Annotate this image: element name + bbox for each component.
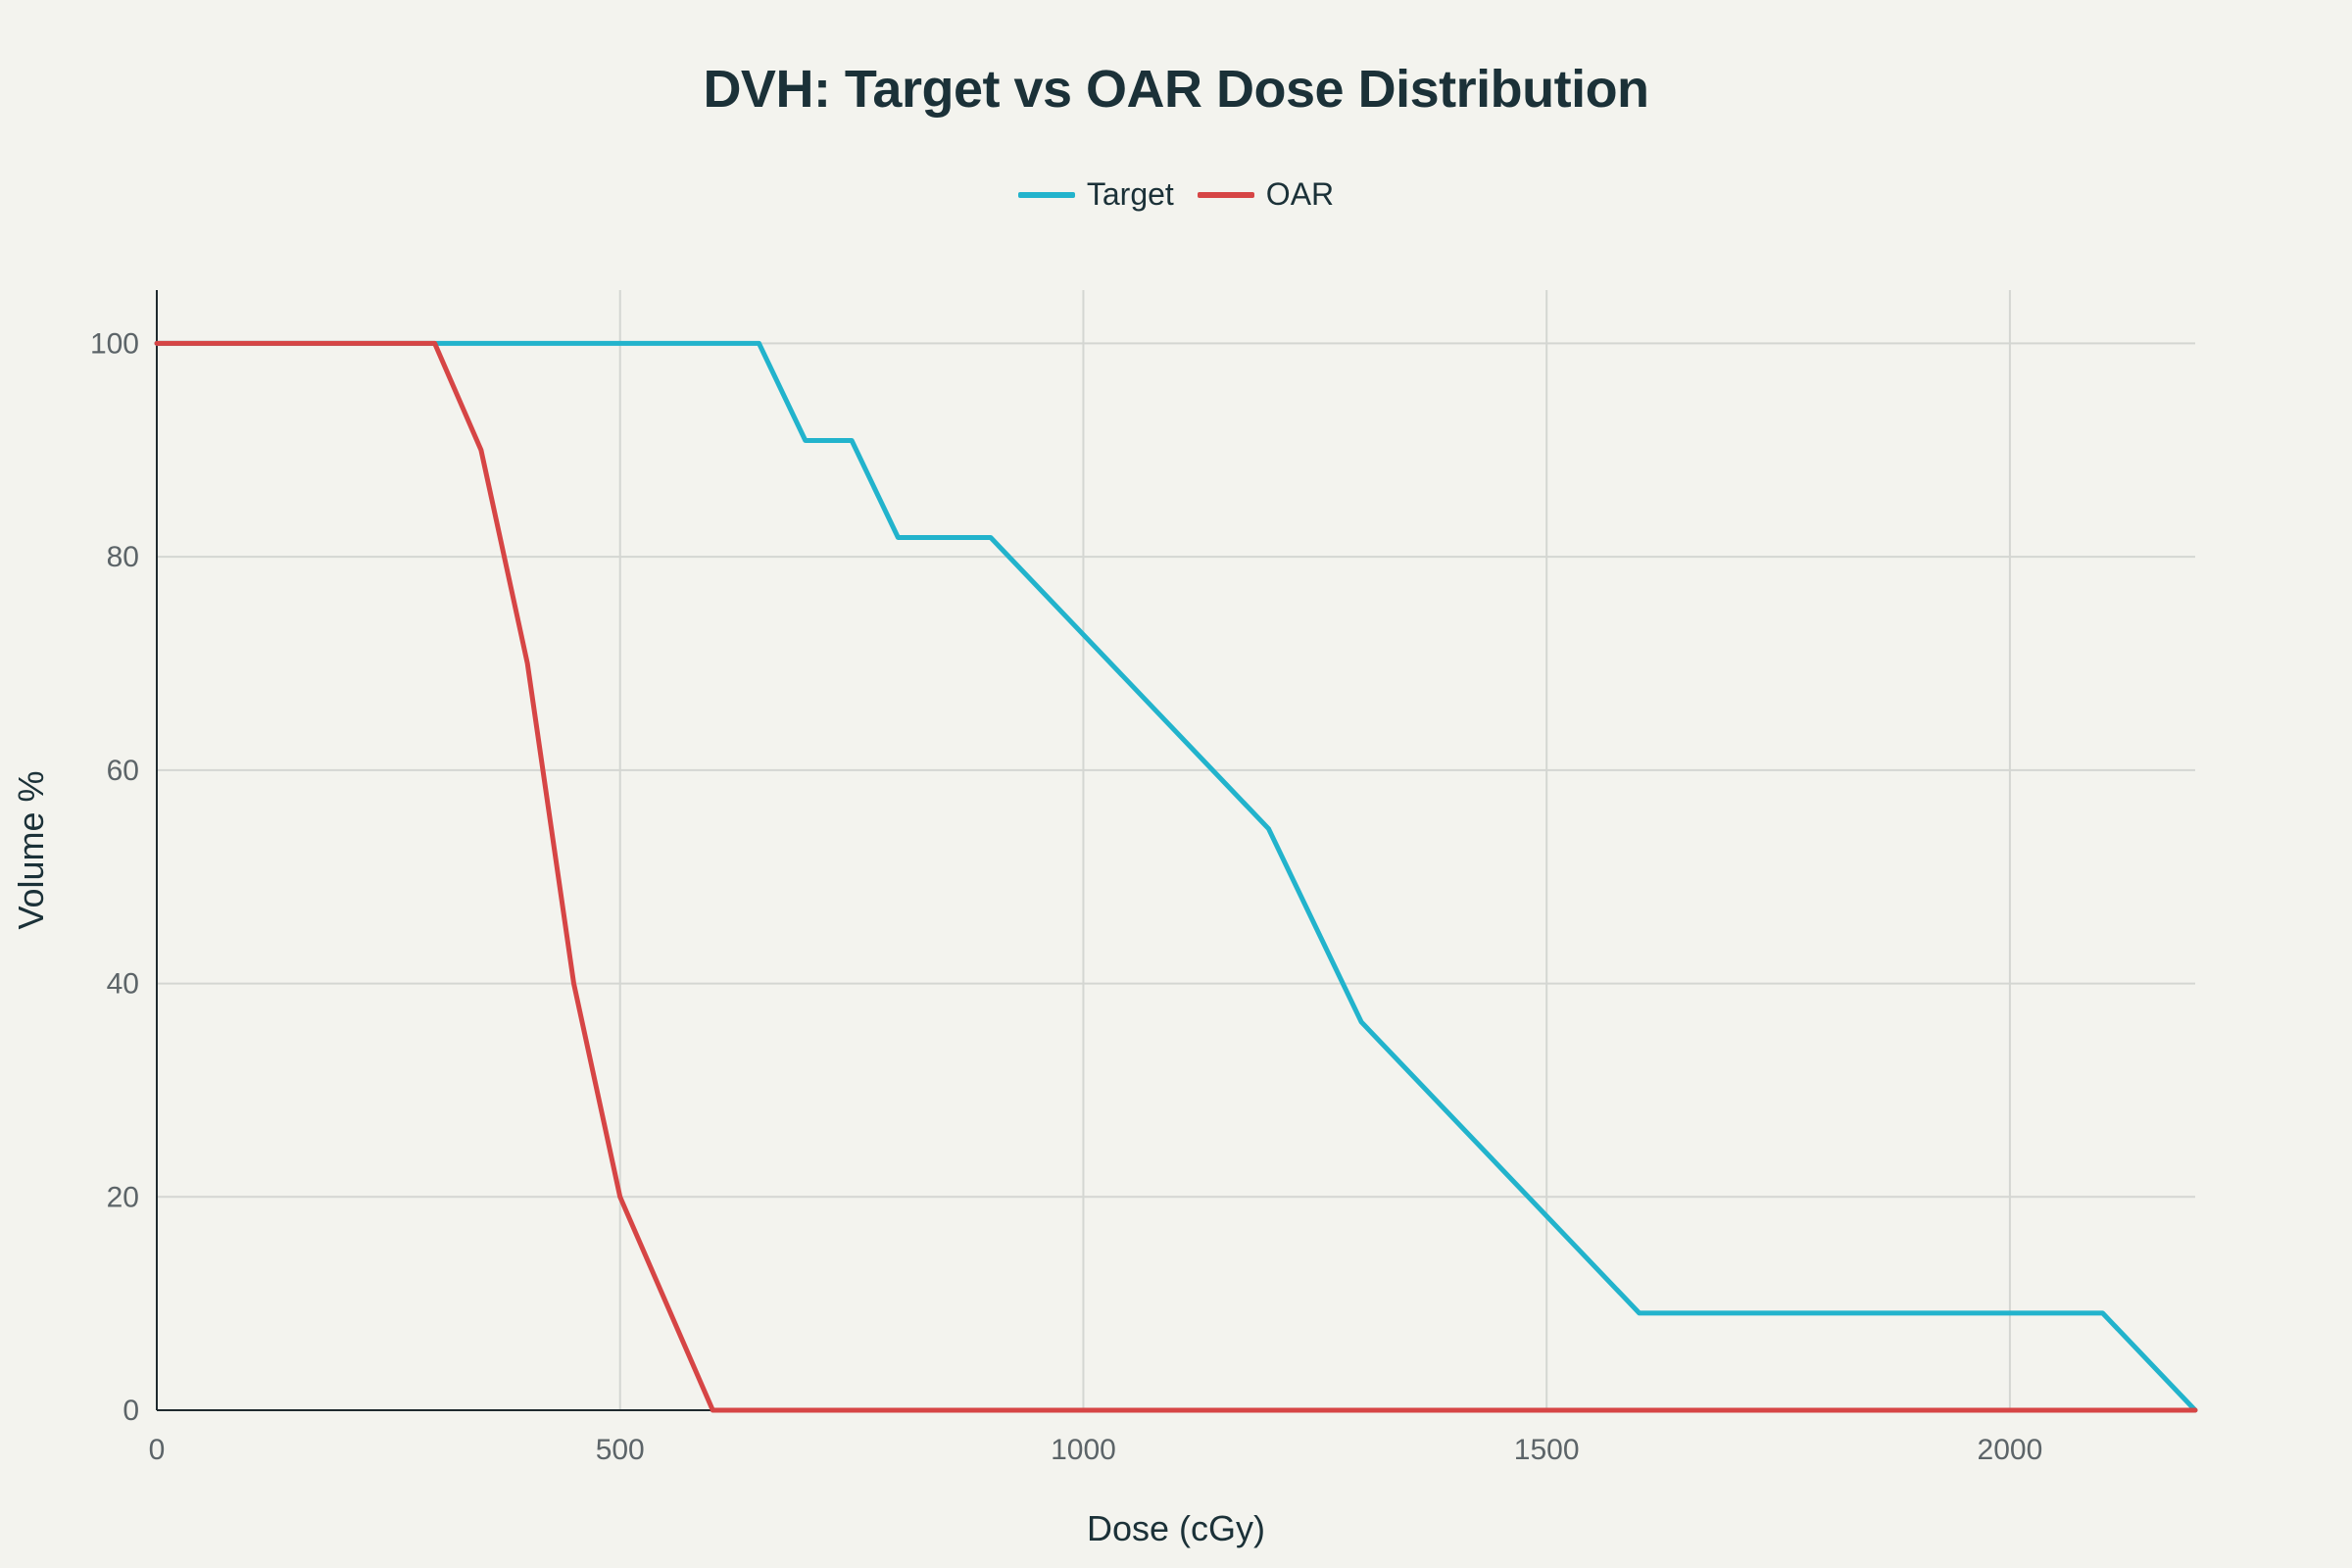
legend-swatch-target (1017, 191, 1075, 198)
y-tick-label: 20 (107, 1181, 139, 1213)
y-tick-label: 80 (107, 541, 139, 573)
legend-item-oar[interactable]: OAR (1197, 176, 1335, 213)
x-tick-label: 1500 (1514, 1434, 1580, 1466)
y-tick-label: 100 (90, 327, 139, 360)
series (154, 340, 2198, 1413)
chart-title: DVH: Target vs OAR Dose Distribution (703, 60, 1649, 119)
axes (156, 290, 2195, 1411)
y-tick-label: 0 (122, 1395, 139, 1427)
series-line-oar[interactable] (154, 340, 2198, 1413)
x-tick-label: 500 (596, 1434, 645, 1466)
y-tick-label: 40 (107, 968, 139, 1001)
grid (157, 290, 2195, 1410)
y-axis-title: Volume % (11, 770, 51, 929)
series-line-target[interactable] (154, 340, 2198, 1413)
legend-item-target[interactable]: Target (1017, 176, 1174, 213)
tick-labels: 0 500 1000 1500 2000 0 20 40 60 80 100 (90, 327, 2042, 1466)
legend: Target OAR (0, 176, 2352, 213)
legend-label-target: Target (1086, 176, 1174, 212)
y-tick-label: 60 (107, 755, 139, 787)
x-tick-label: 0 (149, 1434, 166, 1466)
legend-swatch-oar (1197, 191, 1254, 198)
legend-label-oar: OAR (1265, 176, 1335, 212)
x-tick-label: 1000 (1051, 1434, 1116, 1466)
x-axis-title: Dose (cGy) (1087, 1508, 1265, 1548)
x-tick-label: 2000 (1978, 1434, 2043, 1466)
